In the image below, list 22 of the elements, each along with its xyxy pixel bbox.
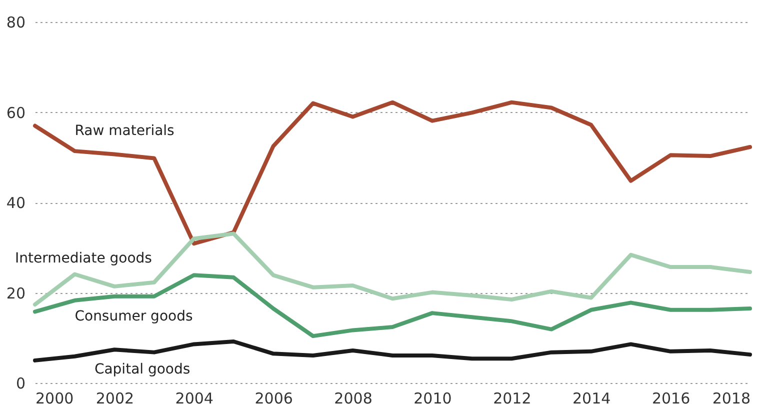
y-tick-label: 80 [6, 14, 26, 32]
line-series [33, 273, 752, 338]
x-tick-label: 2006 [254, 390, 293, 408]
series-label: Raw materials [74, 123, 174, 140]
x-tick-label: 2014 [572, 390, 611, 408]
series-label: Intermediate goods [15, 250, 152, 266]
x-tick-label: 2004 [175, 390, 214, 408]
series-label: Consumer goods [74, 308, 193, 324]
y-tick-label: 60 [6, 104, 26, 122]
x-tick-label: 2016 [652, 390, 690, 408]
x-tick-label: 2002 [96, 390, 134, 408]
y-tick-label: 40 [6, 194, 26, 212]
x-tick-label: 2012 [493, 390, 532, 408]
x-tick-label: 2010 [414, 390, 452, 408]
x-tick-label: 2008 [334, 390, 372, 408]
line-series [33, 339, 752, 362]
y-tick-label: 20 [6, 284, 26, 302]
line-series [33, 100, 752, 246]
series-label: Capital goods [94, 362, 190, 378]
x-tick-label: 2018 [712, 390, 750, 408]
y-tick-label: 0 [16, 374, 26, 392]
x-tick-label: 2000 [36, 390, 74, 408]
